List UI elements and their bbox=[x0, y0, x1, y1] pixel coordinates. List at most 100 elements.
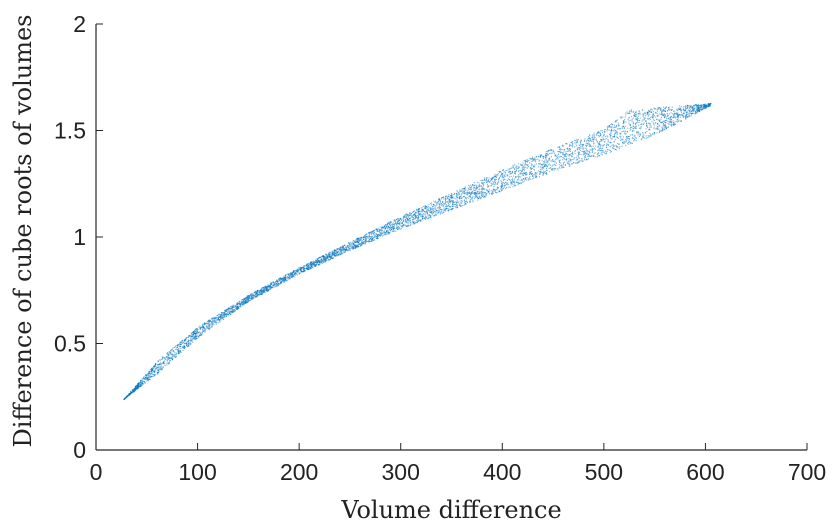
scatter-point bbox=[483, 188, 485, 190]
scatter-point bbox=[706, 105, 708, 108]
scatter-point bbox=[381, 226, 383, 228]
scatter-point bbox=[674, 113, 676, 115]
scatter-point bbox=[615, 145, 618, 147]
scatter-point bbox=[468, 195, 470, 197]
scatter-point bbox=[427, 216, 429, 218]
scatter-point bbox=[438, 206, 440, 208]
scatter-point bbox=[417, 220, 419, 222]
scatter-point bbox=[609, 142, 612, 144]
scatter-point bbox=[494, 183, 496, 186]
scatter-point bbox=[546, 152, 548, 154]
scatter-point bbox=[129, 392, 131, 394]
scatter-point bbox=[470, 187, 472, 189]
scatter-point bbox=[151, 369, 153, 372]
scatter-point bbox=[504, 184, 506, 186]
scatter-point bbox=[568, 160, 570, 162]
scatter-point bbox=[634, 134, 636, 136]
scatter-point bbox=[251, 292, 253, 295]
scatter-point bbox=[505, 183, 507, 185]
scatter-point bbox=[432, 206, 434, 208]
scatter-point bbox=[523, 172, 526, 174]
scatter-point bbox=[657, 108, 659, 110]
scatter-point bbox=[331, 252, 333, 254]
scatter-point bbox=[164, 363, 166, 365]
scatter-point bbox=[445, 195, 447, 197]
scatter-point bbox=[562, 167, 564, 169]
scatter-point bbox=[581, 150, 583, 152]
scatter-point bbox=[377, 235, 380, 237]
scatter-point bbox=[180, 340, 183, 342]
scatter-point bbox=[685, 105, 687, 107]
scatter-point bbox=[494, 179, 496, 181]
scatter-point bbox=[412, 216, 414, 218]
scatter-point bbox=[227, 312, 229, 314]
scatter-point bbox=[224, 316, 226, 318]
scatter-point bbox=[686, 108, 688, 110]
scatter-point bbox=[137, 386, 139, 388]
scatter-point bbox=[333, 254, 336, 256]
scatter-point bbox=[661, 116, 663, 118]
scatter-point bbox=[665, 127, 667, 129]
scatter-point bbox=[667, 126, 669, 128]
scatter-point bbox=[350, 246, 352, 248]
scatter-point bbox=[639, 128, 641, 130]
scatter-point bbox=[387, 231, 389, 233]
scatter-point bbox=[135, 387, 138, 389]
scatter-point bbox=[199, 328, 201, 330]
scatter-point bbox=[460, 190, 463, 192]
scatter-point bbox=[445, 208, 447, 210]
scatter-point bbox=[405, 225, 407, 227]
scatter-point bbox=[168, 363, 170, 365]
scatter-point bbox=[339, 248, 341, 251]
scatter-point bbox=[153, 364, 155, 366]
scatter-point bbox=[425, 205, 427, 208]
scatter-point bbox=[435, 211, 437, 213]
scatter-point bbox=[554, 155, 556, 157]
scatter-point bbox=[616, 132, 619, 134]
scatter-point bbox=[215, 321, 217, 323]
scatter-point bbox=[505, 186, 508, 188]
scatter-point bbox=[344, 244, 346, 246]
scatter-point bbox=[482, 187, 484, 189]
scatter-point bbox=[339, 246, 341, 248]
scatter-point bbox=[240, 299, 243, 301]
scatter-point bbox=[590, 149, 592, 151]
scatter-point bbox=[669, 120, 671, 122]
scatter-point bbox=[538, 160, 540, 162]
scatter-point bbox=[394, 225, 396, 227]
scatter-point bbox=[533, 168, 535, 170]
scatter-point bbox=[443, 211, 445, 213]
scatter-point bbox=[291, 276, 293, 278]
scatter-point bbox=[422, 215, 424, 217]
scatter-point bbox=[329, 258, 331, 260]
scatter-point bbox=[702, 107, 704, 109]
scatter-point bbox=[205, 328, 207, 330]
scatter-point bbox=[371, 240, 373, 242]
scatter-point bbox=[661, 113, 663, 115]
scatter-point bbox=[492, 190, 494, 192]
scatter-point bbox=[284, 280, 286, 282]
scatter-point bbox=[549, 153, 551, 155]
scatter-point bbox=[692, 109, 695, 111]
scatter-point bbox=[688, 107, 690, 109]
scatter-point bbox=[375, 237, 377, 239]
scatter-point bbox=[465, 193, 467, 195]
scatter-point bbox=[535, 156, 537, 158]
scatter-point bbox=[634, 138, 636, 140]
scatter-point bbox=[547, 164, 549, 166]
scatter-point bbox=[327, 255, 329, 257]
scatter-point bbox=[492, 180, 494, 183]
scatter-point bbox=[601, 147, 603, 149]
scatter-point bbox=[667, 126, 670, 128]
scatter-point bbox=[575, 145, 578, 147]
scatter-point bbox=[434, 210, 436, 212]
scatter-point bbox=[382, 226, 385, 229]
scatter-point bbox=[503, 174, 505, 176]
scatter-point bbox=[606, 151, 608, 153]
scatter-point bbox=[688, 114, 690, 116]
scatter-point bbox=[490, 192, 492, 194]
scatter-point bbox=[194, 330, 196, 332]
scatter-point bbox=[348, 242, 350, 244]
scatter-point bbox=[441, 201, 444, 204]
scatter-point bbox=[303, 269, 305, 271]
